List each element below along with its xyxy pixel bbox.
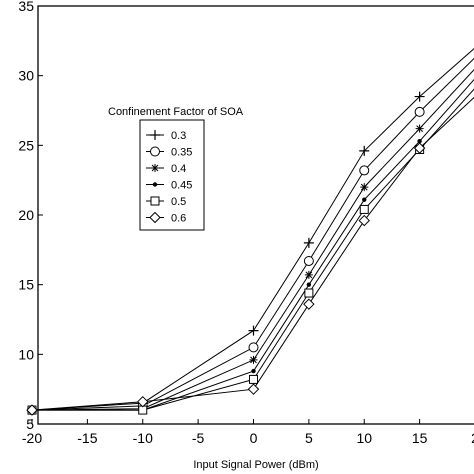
x-tick-label: -10: [133, 430, 153, 446]
y-tick-label: 30: [18, 68, 34, 84]
data-point-0.3: [359, 145, 370, 156]
data-point-0.4: [304, 270, 313, 279]
data-point-0.4: [249, 355, 258, 364]
data-point-0.35: [248, 342, 259, 353]
data-point-0.6: [247, 383, 260, 395]
data-point-0.4: [360, 183, 369, 192]
x-tick-label: -15: [77, 430, 97, 446]
legend: Confinement Factor of SOA 0.3 0.35 0.4 0.45…: [108, 106, 244, 231]
data-point-0.45: [362, 197, 367, 202]
x-tick-label: 10: [356, 430, 372, 446]
data-point-0.6: [358, 214, 370, 227]
legend-marker-0.4: [151, 164, 159, 172]
legend-marker-0.45: [152, 182, 158, 187]
legend-marker-0.3: [150, 130, 160, 140]
data-point-0.3: [248, 325, 259, 336]
plot-frame: [37, 5, 474, 425]
legend-items: 0.3 0.35 0.4 0.45 0.5 0.6: [146, 130, 192, 225]
legend-label: 0.35: [171, 147, 192, 159]
x-axis-label: Input Signal Power (dBm): [193, 459, 318, 471]
y-tick-label: 10: [18, 346, 34, 362]
data-point-0.45: [306, 282, 312, 287]
legend-label: 0.6: [171, 213, 186, 225]
data-point-0.6: [303, 298, 315, 310]
y-tick-label: 25: [18, 137, 34, 153]
data-point-0.45: [251, 368, 256, 374]
data-point-0.6: [413, 142, 426, 154]
data-point-0.6: [137, 395, 149, 408]
series-markers: [26, 91, 426, 416]
data-point-0.5: [304, 288, 314, 298]
legend-marker-0.5: [150, 196, 160, 206]
data-point-0.35: [414, 106, 425, 117]
x-tick-label: 2: [471, 430, 474, 446]
x-tick-label: 5: [305, 430, 313, 446]
x-tick-label: 15: [412, 430, 428, 446]
axis-ticks: -20-15-10-505101525101520253035: [18, 0, 474, 446]
x-tick-label: 0: [250, 430, 258, 446]
x-tick-label: -20: [22, 430, 42, 446]
data-point-0.35: [359, 165, 370, 176]
legend-box: [139, 119, 205, 231]
data-point-0.5: [249, 374, 258, 384]
y-tick-label: 35: [18, 0, 34, 14]
data-point-0.35: [303, 255, 314, 266]
legend-label: 0.45: [171, 180, 192, 192]
data-point-0.5: [359, 204, 369, 214]
data-point-0.3: [414, 91, 425, 102]
legend-label: 0.4: [171, 163, 186, 175]
legend-title: Confinement Factor of SOA: [108, 106, 244, 118]
data-point-0.6: [26, 404, 38, 416]
legend-marker-0.35: [150, 146, 160, 157]
legend-marker-0.6: [149, 211, 161, 224]
y-tick-label: 20: [18, 207, 34, 223]
x-tick-label: -5: [192, 430, 205, 446]
legend-label: 0.5: [171, 196, 186, 208]
y-tick-label: 5: [26, 416, 34, 432]
data-point-0.45: [417, 138, 422, 144]
y-tick-label: 15: [18, 277, 34, 293]
data-point-0.4: [415, 124, 424, 133]
data-point-0.3: [303, 237, 314, 248]
legend-label: 0.3: [171, 130, 186, 142]
